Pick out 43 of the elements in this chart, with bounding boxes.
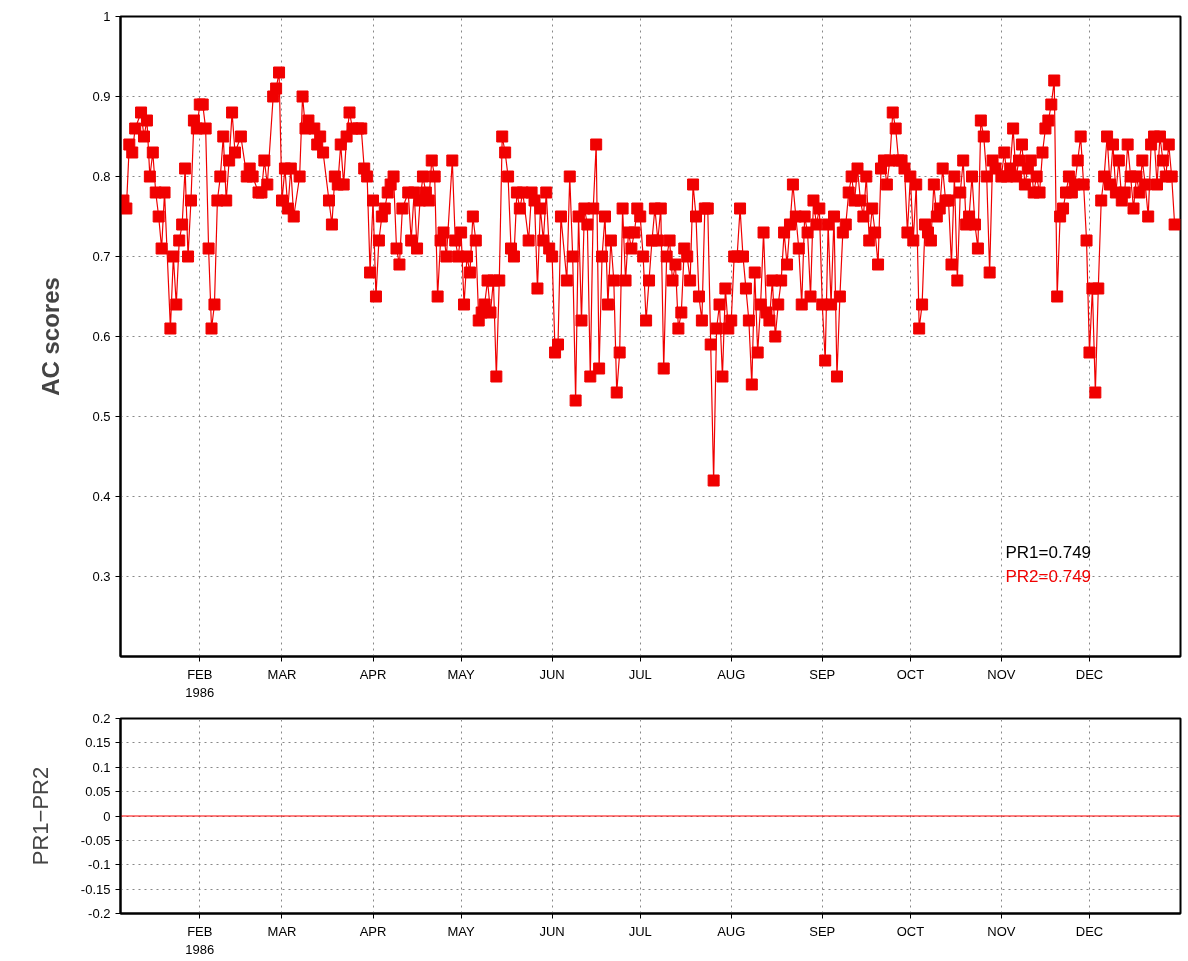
y-tick-label: 0.9 [92,89,111,104]
y-tick-label: 0.2 [92,711,111,726]
x-tick-label: JUL [628,666,652,682]
y-tick-label: 0 [103,808,111,824]
x-tick-label: JUL [628,923,652,939]
annotation: PR2=0.749 [1005,566,1092,586]
y-tick-label: 0.05 [85,784,111,800]
y-tick-label: -0.2 [88,906,111,921]
x-tick-label: MAR [267,666,297,682]
x-tick-label: OCT [896,923,925,939]
y-tick-label: -0.05 [80,832,111,848]
x-tick-label: JUN [539,923,565,939]
y-tick-label: 0.1 [92,759,111,775]
x-tick-label: DEC [1075,666,1104,682]
annotation: PR1=0.749 [1005,542,1092,562]
y-tick-label: 0.8 [92,169,111,184]
x-tick-label: SEP [809,666,836,682]
x-tick-label: SEP [809,923,836,939]
x-tick-label: AUG [717,923,746,939]
x-tick-label: AUG [717,666,746,682]
x-tick-label: MAY [447,923,476,939]
x-tick-label: DEC [1075,923,1104,939]
x-tick-label: NOV [987,666,1016,682]
y-axis-title: PR1−PR2 [27,766,53,866]
x-tick-label: APR [359,923,387,939]
y-tick-label: 0.3 [92,569,111,584]
y-tick-label: 0.4 [92,489,111,504]
x-tick-label: MAY [447,666,476,682]
y-axis-title: AC scores [37,277,65,396]
x-tick-label: FEB 1986 [185,666,215,700]
y-tick-label: 1 [103,9,111,24]
y-tick-label: 0.15 [85,735,111,751]
y-tick-label: 0.5 [92,409,111,424]
x-tick-label: JUN [539,666,565,682]
y-tick-label: 0.7 [92,249,111,264]
y-tick-label: -0.15 [80,881,111,897]
x-tick-label: APR [359,666,387,682]
y-tick-label: 0.6 [92,329,111,344]
x-tick-label: MAR [267,923,297,939]
y-tick-label: -0.1 [88,857,111,873]
x-tick-label: OCT [896,666,925,682]
x-tick-label: FEB 1986 [185,923,215,957]
x-tick-label: NOV [987,923,1016,939]
